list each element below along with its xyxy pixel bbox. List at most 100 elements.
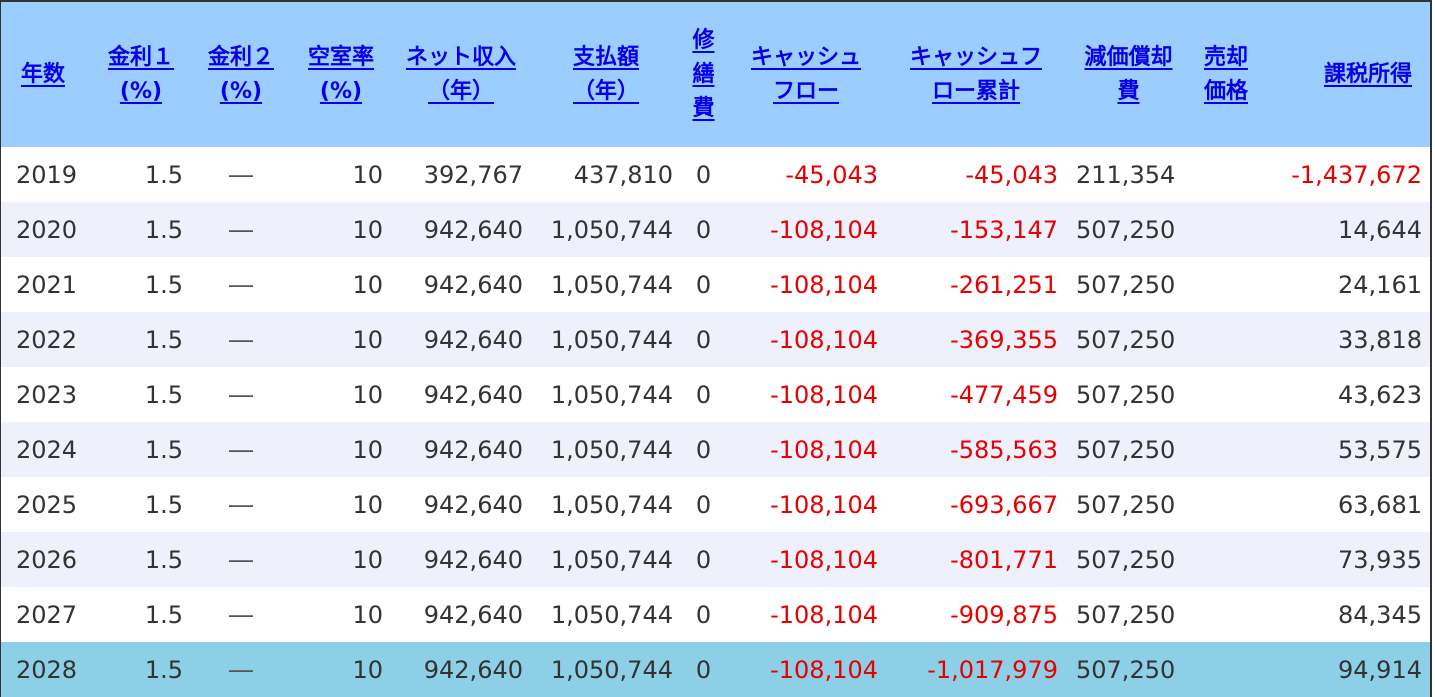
cell-sale-price bbox=[1191, 312, 1261, 367]
cell-year: 2023 bbox=[16, 380, 78, 409]
cell-cashflow-cumulative: -153,147 bbox=[950, 215, 1058, 244]
cell-rate2: ― bbox=[229, 600, 253, 629]
table-row: 2024 1.5 ― 10 942,640 1,050,744 0 -108,1… bbox=[1, 422, 1430, 477]
cell-payment: 1,050,744 bbox=[550, 545, 673, 574]
cell-cashflow: -108,104 bbox=[770, 325, 878, 354]
cell-depreciation: 507,250 bbox=[1076, 545, 1176, 574]
cell-net-income: 392,767 bbox=[423, 160, 523, 189]
cell-year: 2019 bbox=[16, 160, 78, 189]
cell-sale-price bbox=[1191, 257, 1261, 312]
table-row: 2022 1.5 ― 10 942,640 1,050,744 0 -108,1… bbox=[1, 312, 1430, 367]
cell-cashflow: -108,104 bbox=[770, 655, 878, 684]
cell-taxable-income: 84,345 bbox=[1338, 600, 1422, 629]
cell-net-income: 942,640 bbox=[423, 600, 523, 629]
cell-vacancy: 10 bbox=[352, 545, 383, 574]
header-rate1-sort-link[interactable]: 金利１ (%) bbox=[107, 44, 174, 104]
cell-depreciation: 507,250 bbox=[1076, 655, 1176, 684]
cell-payment: 1,050,744 bbox=[550, 600, 673, 629]
cell-cashflow-cumulative: -585,563 bbox=[950, 435, 1058, 464]
cell-rate1: 1.5 bbox=[144, 600, 183, 629]
cell-vacancy: 10 bbox=[352, 380, 383, 409]
cell-cashflow-cumulative: -693,667 bbox=[950, 490, 1058, 519]
cell-taxable-income: 43,623 bbox=[1338, 380, 1422, 409]
header-vacancy-sort-link[interactable]: 空室率 (%) bbox=[307, 44, 374, 104]
cell-cashflow: -108,104 bbox=[770, 270, 878, 299]
cell-cashflow: -108,104 bbox=[770, 490, 878, 519]
cell-repair: 0 bbox=[695, 435, 712, 464]
cell-year: 2027 bbox=[16, 600, 78, 629]
cell-repair: 0 bbox=[695, 545, 712, 574]
header-repair-sort-link[interactable]: 修 繕 費 bbox=[692, 27, 715, 121]
cell-net-income: 942,640 bbox=[423, 270, 523, 299]
cell-rate2: ― bbox=[229, 545, 253, 574]
cell-taxable-income: 33,818 bbox=[1338, 325, 1422, 354]
cell-depreciation: 507,250 bbox=[1076, 435, 1176, 464]
table-body: 2019 1.5 ― 10 392,767 437,810 0 -45,043 … bbox=[1, 147, 1430, 697]
cell-vacancy: 10 bbox=[352, 490, 383, 519]
header-taxable-income-sort-link[interactable]: 課税所得 bbox=[1323, 61, 1412, 87]
cell-depreciation: 507,250 bbox=[1076, 380, 1176, 409]
cell-payment: 437,810 bbox=[573, 160, 673, 189]
cell-rate2: ― bbox=[229, 490, 253, 519]
cell-rate2: ― bbox=[229, 270, 253, 299]
table-row: 2023 1.5 ― 10 942,640 1,050,744 0 -108,1… bbox=[1, 367, 1430, 422]
header-sale-price-sort-link[interactable]: 売却 価格 bbox=[1203, 44, 1248, 104]
cell-vacancy: 10 bbox=[352, 160, 383, 189]
header-year-sort-link[interactable]: 年数 bbox=[21, 61, 66, 87]
cell-payment: 1,050,744 bbox=[550, 655, 673, 684]
table-header-row: 年数 金利１ (%) 金利２ (%) 空室率 (%) ネット収入 （年） 支払額… bbox=[1, 2, 1430, 147]
cell-sale-price bbox=[1191, 147, 1261, 202]
cell-rate2: ― bbox=[229, 160, 253, 189]
cell-repair: 0 bbox=[695, 325, 712, 354]
header-payment-sort-link[interactable]: 支払額 （年） bbox=[572, 44, 639, 104]
table-row: 2020 1.5 ― 10 942,640 1,050,744 0 -108,1… bbox=[1, 202, 1430, 257]
cell-net-income: 942,640 bbox=[423, 655, 523, 684]
cell-rate2: ― bbox=[229, 655, 253, 684]
cell-net-income: 942,640 bbox=[423, 435, 523, 464]
cell-vacancy: 10 bbox=[352, 270, 383, 299]
cell-taxable-income: 24,161 bbox=[1338, 270, 1422, 299]
cell-rate1: 1.5 bbox=[144, 435, 183, 464]
cell-vacancy: 10 bbox=[352, 435, 383, 464]
cell-cashflow: -108,104 bbox=[770, 380, 878, 409]
cell-depreciation: 507,250 bbox=[1076, 215, 1176, 244]
cell-taxable-income: 14,644 bbox=[1338, 215, 1422, 244]
cell-sale-price bbox=[1191, 532, 1261, 587]
cell-net-income: 942,640 bbox=[423, 215, 523, 244]
cell-cashflow-cumulative: -369,355 bbox=[950, 325, 1058, 354]
cell-year: 2021 bbox=[16, 270, 78, 299]
cell-rate1: 1.5 bbox=[144, 380, 183, 409]
cell-rate1: 1.5 bbox=[144, 215, 183, 244]
cell-net-income: 942,640 bbox=[423, 545, 523, 574]
header-rate2-sort-link[interactable]: 金利２ (%) bbox=[207, 44, 274, 104]
cell-rate2: ― bbox=[229, 215, 253, 244]
cell-payment: 1,050,744 bbox=[550, 270, 673, 299]
cell-taxable-income: 73,935 bbox=[1338, 545, 1422, 574]
cell-rate1: 1.5 bbox=[144, 160, 183, 189]
cell-rate1: 1.5 bbox=[144, 270, 183, 299]
cell-depreciation: 507,250 bbox=[1076, 325, 1176, 354]
header-depreciation-sort-link[interactable]: 減価償却 費 bbox=[1084, 44, 1173, 104]
cell-payment: 1,050,744 bbox=[550, 380, 673, 409]
cell-repair: 0 bbox=[695, 655, 712, 684]
cell-year: 2024 bbox=[16, 435, 78, 464]
cell-payment: 1,050,744 bbox=[550, 325, 673, 354]
table-row: 2027 1.5 ― 10 942,640 1,050,744 0 -108,1… bbox=[1, 587, 1430, 642]
cell-year: 2022 bbox=[16, 325, 78, 354]
cell-net-income: 942,640 bbox=[423, 380, 523, 409]
cell-sale-price bbox=[1191, 422, 1261, 477]
table-row-highlighted: 2028 1.5 ― 10 942,640 1,050,744 0 -108,1… bbox=[1, 642, 1430, 697]
header-net-income-sort-link[interactable]: ネット収入 （年） bbox=[405, 44, 516, 104]
cell-cashflow: -108,104 bbox=[770, 545, 878, 574]
cell-year: 2028 bbox=[16, 655, 78, 684]
header-cashflow-cumulative-sort-link[interactable]: キャッシュフ ロー累計 bbox=[909, 44, 1042, 104]
cell-vacancy: 10 bbox=[352, 215, 383, 244]
cell-rate2: ― bbox=[229, 435, 253, 464]
cell-year: 2026 bbox=[16, 545, 78, 574]
cell-rate1: 1.5 bbox=[144, 655, 183, 684]
header-cashflow-sort-link[interactable]: キャッシュ フロー bbox=[750, 44, 861, 104]
table-row: 2025 1.5 ― 10 942,640 1,050,744 0 -108,1… bbox=[1, 477, 1430, 532]
cell-net-income: 942,640 bbox=[423, 325, 523, 354]
